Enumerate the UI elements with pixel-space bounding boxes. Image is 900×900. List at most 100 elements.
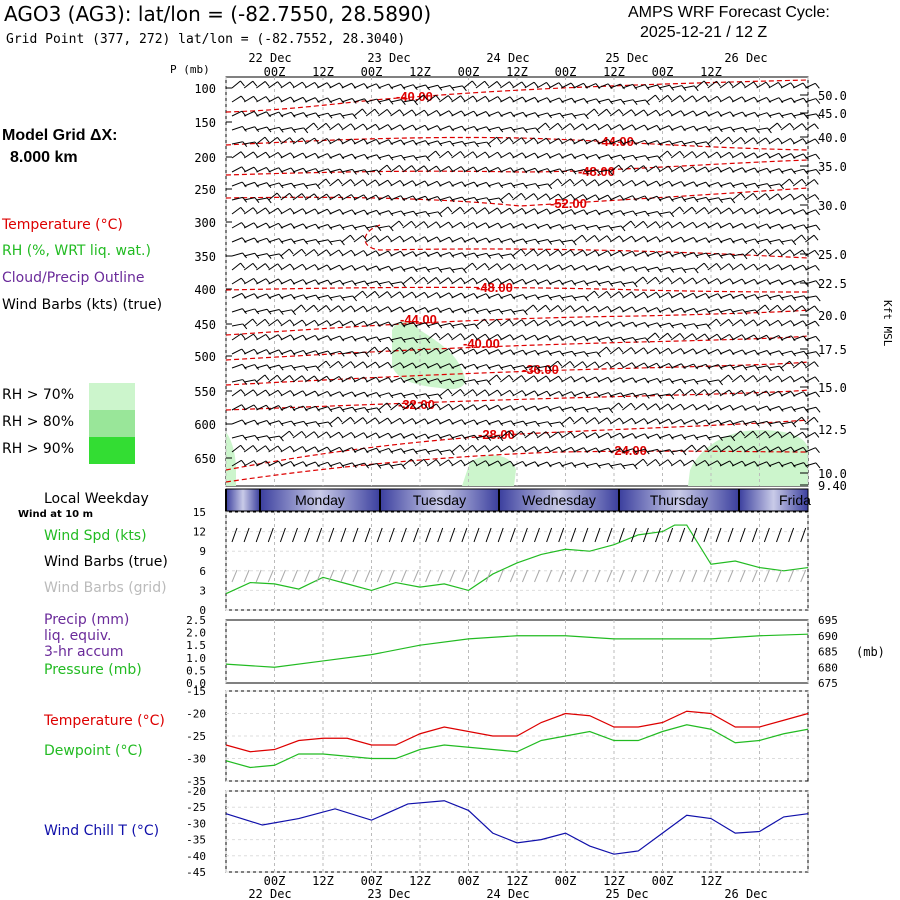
grid-wind-barb <box>715 569 722 583</box>
weekday-segment <box>260 489 380 511</box>
wind-barb-flag <box>582 249 588 256</box>
wind-barb-flag <box>461 85 467 92</box>
wind-barb <box>793 97 804 103</box>
wind-barb-flag <box>716 278 722 284</box>
wind-barb <box>805 351 817 355</box>
wind-barb-flag <box>619 179 624 186</box>
wind-barb <box>244 293 255 299</box>
wind-barb <box>512 420 524 425</box>
wind-barb-flag <box>764 248 770 255</box>
wind-barb <box>427 378 438 383</box>
wind-barb <box>756 431 766 439</box>
grid-wind-barb <box>376 569 383 583</box>
wind-barb <box>451 348 462 355</box>
wind-barb-flag <box>388 321 394 328</box>
wind-barb-flag <box>570 431 576 438</box>
wind-barb <box>707 126 719 131</box>
wind-barb <box>744 182 756 187</box>
wind-barb-flag <box>765 264 771 270</box>
wind-barb <box>292 96 304 103</box>
wind-barb-flag <box>679 95 685 101</box>
wind-barb-flag <box>423 459 429 465</box>
wind-barb <box>744 334 755 341</box>
wind-barb-flag <box>290 349 296 356</box>
wind-barb <box>756 183 768 187</box>
wind-barb <box>414 307 426 313</box>
top-date-label: 23 Dec <box>367 51 410 65</box>
wind-barb <box>280 420 292 425</box>
wind-barb <box>243 460 255 467</box>
wind-barb-flag <box>337 416 343 423</box>
wind-barb-flag <box>801 123 807 129</box>
wind-barb-flag <box>240 262 245 269</box>
wind-barb-flag <box>681 196 687 203</box>
wind-barb-flag <box>777 193 783 200</box>
wind-barb <box>805 361 815 369</box>
wind-barb <box>487 222 499 229</box>
wind-barb <box>719 253 731 257</box>
wind-barb-flag <box>801 416 807 423</box>
wind-barb-flag <box>631 235 637 242</box>
wind-barb <box>805 224 817 229</box>
wind-barb <box>597 462 609 467</box>
wind-barb-flag <box>547 365 553 372</box>
wind-barb <box>341 376 352 383</box>
wind-barb <box>597 98 609 103</box>
wind-barb <box>390 377 401 383</box>
wind-barb <box>524 319 535 327</box>
wind-barb <box>487 207 498 215</box>
wind-barb <box>341 224 353 229</box>
wind-barb <box>305 461 316 467</box>
wind-barb <box>683 166 694 173</box>
wind-barb-flag <box>461 125 467 132</box>
wind-barb <box>341 406 353 411</box>
wind-barb <box>597 432 609 439</box>
wind-barb <box>536 365 548 369</box>
wind-barb-flag <box>546 82 551 88</box>
wind-barb-flag <box>302 264 307 270</box>
wind-barb-flag <box>643 109 649 116</box>
wind-barb-flag <box>728 263 734 269</box>
wind-barb-flag <box>423 221 429 227</box>
wind-barb <box>451 323 463 327</box>
wind-barb <box>426 277 437 285</box>
wind-barb <box>524 96 535 103</box>
wind-barb <box>683 348 694 355</box>
grid-wind-barb <box>485 569 492 583</box>
wind-barb-flag <box>301 81 307 88</box>
wind-barb-flag <box>425 378 430 384</box>
wind-barb <box>719 237 731 243</box>
wind-barb-flag <box>802 376 808 382</box>
wind-barb-flag <box>435 221 441 228</box>
wind-barb <box>268 263 278 271</box>
wind-barb <box>536 335 548 341</box>
wind-barb-flag <box>705 126 711 132</box>
wind-barb-flag <box>668 434 674 440</box>
wind-barb <box>536 183 548 187</box>
wind-barb <box>658 221 669 229</box>
wind-barb-flag <box>412 266 418 273</box>
wind-barb <box>731 81 742 89</box>
wind-barb <box>280 294 292 299</box>
wind-barb <box>292 167 304 173</box>
wind-barb <box>305 294 316 299</box>
wind-barb <box>329 391 340 397</box>
pressure-unit: (mb) <box>856 645 885 659</box>
wind-barb <box>243 318 254 327</box>
wind-barb <box>707 95 718 103</box>
wind-barb <box>646 291 657 299</box>
wind-barb-flag <box>376 154 382 161</box>
wind-barb <box>390 195 401 201</box>
wind-barb <box>646 362 657 369</box>
wind-barb <box>463 166 474 173</box>
wind-barb <box>719 308 731 313</box>
wind-barb <box>329 82 340 89</box>
wind-barb <box>244 308 255 313</box>
wind-barb <box>329 264 340 271</box>
surface-wind-barb <box>558 527 565 543</box>
wind-barb <box>658 459 669 467</box>
wind-barb <box>378 124 389 131</box>
wind-barb-flag <box>290 167 296 174</box>
wind-barb-flag <box>643 347 649 354</box>
wind-barb <box>378 377 389 383</box>
